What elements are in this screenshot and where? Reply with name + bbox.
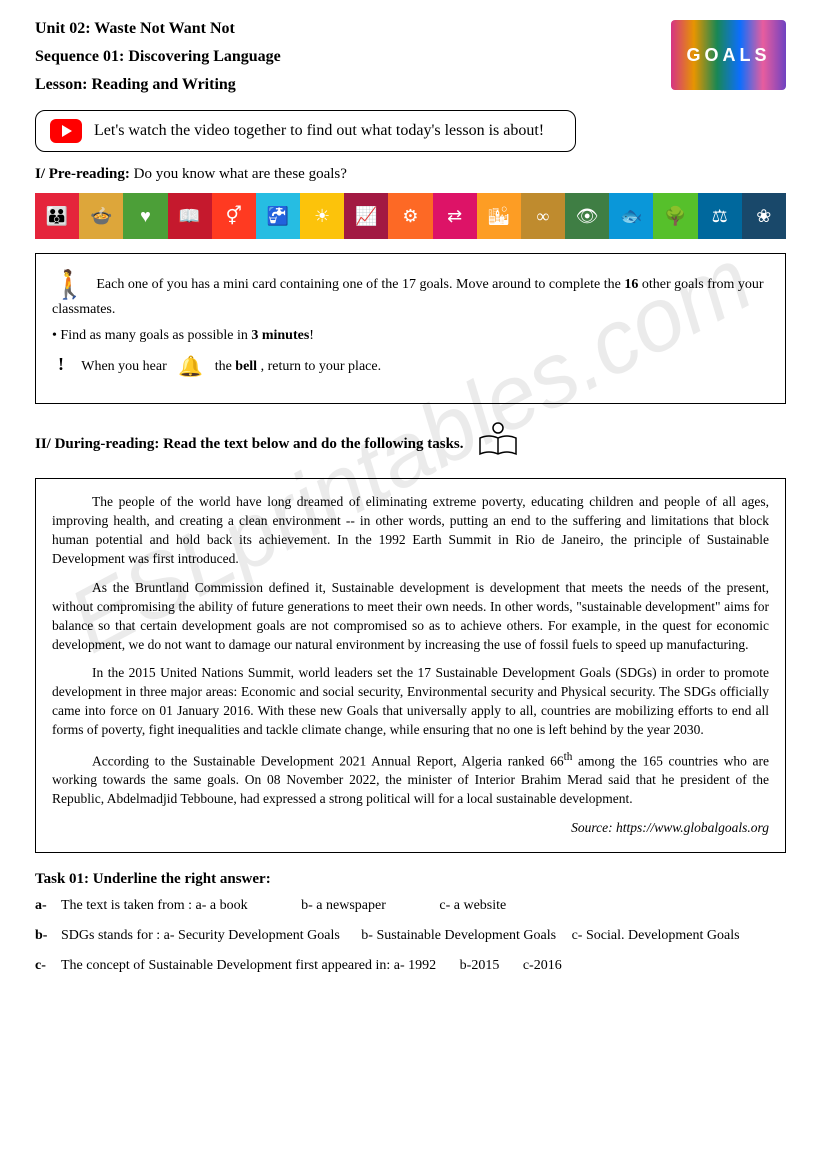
q-c-opt2: b-2015 <box>460 958 500 974</box>
goals-logo: GOALS <box>671 20 786 90</box>
paragraph-4: According to the Sustainable Development… <box>52 750 769 809</box>
walk-icon: 🚶 <box>52 268 87 302</box>
q-a-opt3: c- a website <box>439 898 506 914</box>
activity-text-3a: When you hear <box>81 359 167 374</box>
sdg-tile-3: ♥ <box>123 193 167 239</box>
during-reading-heading: II/ During-reading: Read the text below … <box>35 422 786 466</box>
sdg-tile-12: ∞ <box>521 193 565 239</box>
q-b-opt1: a- Security Development Goals <box>164 928 340 944</box>
q-letter-b: b- <box>35 928 61 944</box>
q-letter-c: c- <box>35 958 61 974</box>
sdg-tile-5: ⚥ <box>212 193 256 239</box>
sdg-goals-strip: 👪🍲♥📖⚥🚰☀📈⚙⇄🏙∞👁🐟🌳⚖❀ <box>35 193 786 239</box>
reader-icon <box>476 422 520 466</box>
q-a-opt2: b- a newspaper <box>301 898 386 914</box>
task1-question-a: a- The text is taken from : a- a book b-… <box>35 898 786 914</box>
sdg-tile-15: 🌳 <box>653 193 697 239</box>
activity-line-3: ! When you hear 🔔 the bell , return to y… <box>52 354 769 379</box>
q-c-opt3: c-2016 <box>523 958 562 974</box>
p4-a: According to the Sustainable Development… <box>92 753 564 768</box>
q-c-stem: The concept of Sustainable Development f… <box>61 958 394 973</box>
sdg-tile-4: 📖 <box>168 193 212 239</box>
sdg-tile-17: ❀ <box>742 193 786 239</box>
pre-reading-heading: I/ Pre-reading: Do you know what are the… <box>35 166 786 183</box>
q-b-stem: SDGs stands for : <box>61 928 164 943</box>
unit-title: Unit 02: Waste Not Want Not <box>35 20 671 38</box>
q-b-opt3: c- Social. Development Goals <box>572 928 740 944</box>
paragraph-2: As the Bruntland Commission defined it, … <box>52 579 769 655</box>
youtube-icon <box>50 119 82 143</box>
sdg-tile-6: 🚰 <box>256 193 300 239</box>
lesson-title: Lesson: Reading and Writing <box>35 76 671 94</box>
during-label: II/ During-reading: <box>35 436 159 452</box>
activity-line-2: • Find as many goals as possible in 3 mi… <box>52 328 769 344</box>
q-a-opt1: a- a book <box>196 898 248 914</box>
sdg-tile-14: 🐟 <box>609 193 653 239</box>
activity-text-3d: , return to your place. <box>257 359 381 374</box>
pre-reading-label: I/ Pre-reading: <box>35 166 130 182</box>
sdg-tile-11: 🏙 <box>477 193 521 239</box>
activity-text-2b: 3 minutes <box>251 328 309 343</box>
q-b-opt2: b- Sustainable Development Goals <box>361 928 556 944</box>
activity-text-2c: ! <box>309 328 314 343</box>
video-text: Let's watch the video together to find o… <box>94 122 544 140</box>
sdg-tile-10: ⇄ <box>433 193 477 239</box>
task1-question-b: b- SDGs stands for : a- Security Develop… <box>35 928 786 944</box>
bell-icon: 🔔 <box>178 354 203 379</box>
activity-text-3b: the <box>215 359 236 374</box>
sequence-title: Sequence 01: Discovering Language <box>35 48 671 66</box>
activity-text-1b: 16 <box>624 277 638 292</box>
q-a-stem: The text is taken from : <box>61 898 196 913</box>
paragraph-1: The people of the world have long dreame… <box>52 493 769 569</box>
sdg-tile-16: ⚖ <box>698 193 742 239</box>
reading-passage: The people of the world have long dreame… <box>35 478 786 853</box>
source-citation: Source: https://www.globalgoals.org <box>52 819 769 838</box>
exclamation-icon: ! <box>58 354 64 374</box>
video-callout: Let's watch the video together to find o… <box>35 110 576 152</box>
pre-reading-question: Do you know what are these goals? <box>130 166 347 182</box>
headings: Unit 02: Waste Not Want Not Sequence 01:… <box>35 20 671 104</box>
paragraph-3: In the 2015 United Nations Summit, world… <box>52 664 769 740</box>
sdg-tile-13: 👁 <box>565 193 609 239</box>
sdg-tile-2: 🍲 <box>79 193 123 239</box>
sdg-tile-9: ⚙ <box>388 193 432 239</box>
header: Unit 02: Waste Not Want Not Sequence 01:… <box>35 20 786 104</box>
task1-title: Task 01: Underline the right answer: <box>35 871 786 888</box>
activity-text-1a: Each one of you has a mini card containi… <box>96 277 624 292</box>
sdg-tile-8: 📈 <box>344 193 388 239</box>
activity-text-2a: • Find as many goals as possible in <box>52 328 251 343</box>
q-letter-a: a- <box>35 898 61 914</box>
activity-line-1: 🚶 Each one of you has a mini card contai… <box>52 268 769 318</box>
task1-question-c: c- The concept of Sustainable Developmen… <box>35 958 786 974</box>
sdg-tile-1: 👪 <box>35 193 79 239</box>
sdg-tile-7: ☀ <box>300 193 344 239</box>
q-c-opt1: a- 1992 <box>394 958 436 974</box>
during-instruction: Read the text below and do the following… <box>159 436 463 452</box>
activity-text-3c: bell <box>235 359 257 374</box>
activity-box: 🚶 Each one of you has a mini card contai… <box>35 253 786 404</box>
